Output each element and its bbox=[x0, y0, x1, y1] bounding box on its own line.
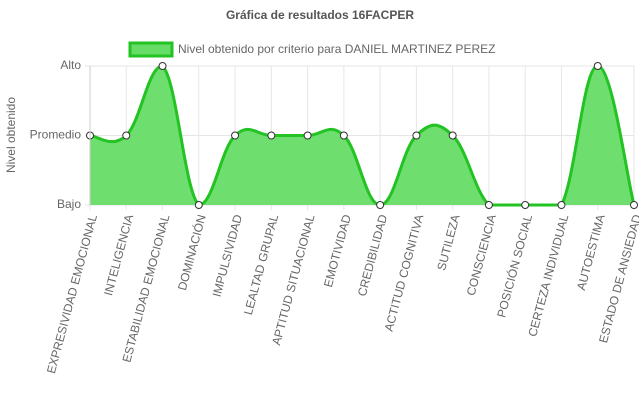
y-tick-label: Bajo bbox=[57, 197, 81, 211]
x-tick-label: DOMINACIÓN bbox=[174, 213, 209, 292]
y-axis-label: Nivel obtenido bbox=[4, 97, 18, 173]
point bbox=[484, 201, 493, 209]
x-tick-label: IMPULSIVIDAD bbox=[210, 213, 246, 299]
point bbox=[593, 62, 602, 70]
point bbox=[339, 131, 348, 140]
point bbox=[267, 131, 276, 140]
point bbox=[231, 131, 240, 140]
x-tick-label: ACTITUD COGNITIVA bbox=[382, 213, 427, 333]
x-tick-label: INTELIGENCIA bbox=[101, 213, 136, 297]
point bbox=[376, 201, 385, 209]
point bbox=[412, 131, 421, 140]
legend-swatch bbox=[128, 41, 174, 58]
y-tick-label: Alto bbox=[60, 58, 81, 72]
x-tick-label: CONSCIENCIA bbox=[464, 213, 499, 297]
point bbox=[521, 201, 530, 209]
x-tick-label: EMOTIVIDAD bbox=[321, 213, 354, 289]
point bbox=[194, 201, 203, 209]
x-tick-label: CREDIBILIDAD bbox=[355, 213, 390, 298]
x-tick-label: POSICIÓN SOCIAL bbox=[493, 212, 535, 319]
point bbox=[158, 62, 167, 70]
x-tick-label: CERTEZA INDIVIDUAL bbox=[525, 213, 571, 338]
point bbox=[630, 201, 638, 209]
y-tick-label: Promedio bbox=[30, 128, 82, 142]
x-tick-label: EXPRESIVIDAD EMOCIONAL bbox=[44, 213, 100, 375]
chart-title: Gráfica de resultados 16FACPER bbox=[226, 8, 414, 22]
point bbox=[303, 131, 312, 140]
x-tick-label: SUTILEZA bbox=[434, 213, 462, 272]
x-tick-label: AUTOESTIMA bbox=[574, 213, 608, 292]
area bbox=[90, 66, 634, 205]
point bbox=[448, 131, 457, 140]
point bbox=[557, 201, 566, 209]
x-tick-label: LEALTAD GRUPAL bbox=[241, 213, 281, 317]
point bbox=[122, 131, 131, 140]
legend-label: Nivel obtenido por criterio para DANIEL … bbox=[178, 42, 495, 56]
